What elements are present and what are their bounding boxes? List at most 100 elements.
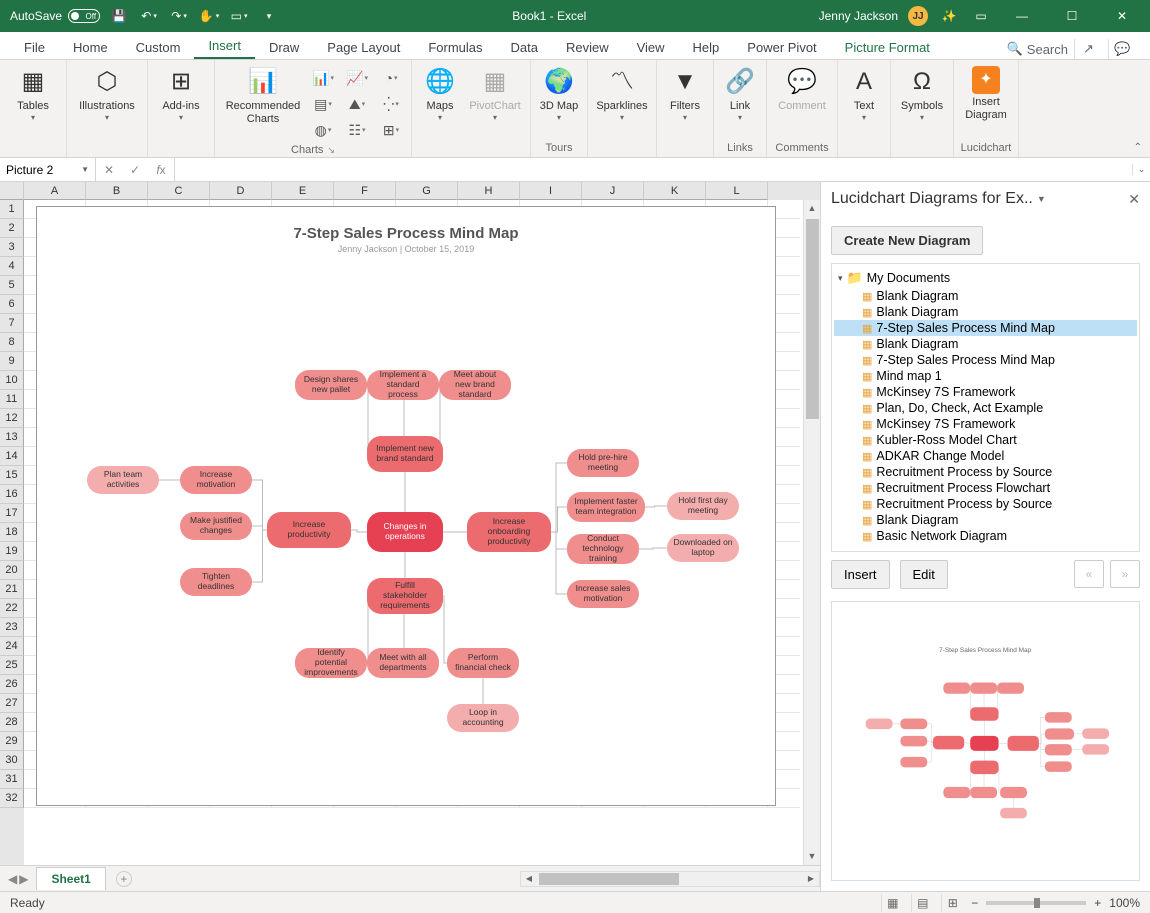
document-item[interactable]: ▦Recruitment Process Flowchart [834,480,1137,496]
cancel-formula-button[interactable]: ✕ [96,163,122,177]
ribbon-tab-review[interactable]: Review [552,35,623,59]
bar-chart-button[interactable]: ▤ [309,92,337,116]
ribbon-tab-custom[interactable]: Custom [122,35,195,59]
sheet-tab-sheet1[interactable]: Sheet1 [36,867,105,890]
document-item[interactable]: ▦Blank Diagram [834,304,1137,320]
enter-formula-button[interactable]: ✓ [122,163,148,177]
row-header[interactable]: 16 [0,485,24,504]
ribbon-tab-insert[interactable]: Insert [194,33,255,59]
illustrations-button[interactable]: ⬡ Illustrations [73,64,141,126]
row-header[interactable]: 5 [0,276,24,295]
row-header[interactable]: 29 [0,732,24,751]
expand-formula-bar-button[interactable]: ⌄ [1132,164,1150,175]
undo-button[interactable]: ↶ [138,5,160,27]
column-header[interactable]: K [644,182,706,200]
page-break-view-button[interactable]: ⊞ [941,894,963,912]
charts-dialog-launcher[interactable]: ↘ [327,145,335,156]
column-header[interactable]: E [272,182,334,200]
area-chart-button[interactable]: ⛰ [343,92,371,116]
name-box-dropdown-icon[interactable]: ▼ [81,165,89,174]
ribbon-display-icon[interactable]: ▭ [970,5,992,27]
document-item[interactable]: ▦7-Step Sales Process Mind Map [834,352,1137,368]
row-header[interactable]: 22 [0,599,24,618]
row-header[interactable]: 8 [0,333,24,352]
comments-pane-button[interactable]: 💬 [1108,39,1136,59]
scroll-right-button[interactable]: ▶ [803,874,819,883]
scroll-down-button[interactable]: ▼ [804,848,820,865]
ribbon-tab-formulas[interactable]: Formulas [414,35,496,59]
sparklines-button[interactable]: 〽 Sparklines [594,64,650,126]
vertical-scrollbar[interactable]: ▲ ▼ [803,200,820,865]
row-header[interactable]: 13 [0,428,24,447]
redo-button[interactable]: ↷ [168,5,190,27]
zoom-level[interactable]: 100% [1109,896,1140,910]
touch-mode-button[interactable]: ✋ [198,5,220,27]
maximize-button[interactable]: ☐ [1052,0,1092,32]
row-header[interactable]: 14 [0,447,24,466]
search-box[interactable]: 🔍Search [1007,41,1068,57]
qat-more-button[interactable]: ▭ [228,5,250,27]
coming-soon-icon[interactable]: ✨ [938,5,960,27]
scroll-thumb[interactable] [806,219,819,419]
tree-folder-root[interactable]: ▾ 📁 My Documents [834,268,1137,288]
row-header[interactable]: 2 [0,219,24,238]
filters-button[interactable]: ▼ Filters [663,64,707,126]
row-header[interactable]: 11 [0,390,24,409]
prev-page-button[interactable]: « [1074,560,1104,588]
row-header[interactable]: 32 [0,789,24,808]
symbols-button[interactable]: Ω Symbols [897,64,947,126]
user-name[interactable]: Jenny Jackson [819,9,898,23]
zoom-slider[interactable] [986,901,1086,905]
column-header[interactable]: A [24,182,86,200]
ribbon-tab-view[interactable]: View [623,35,679,59]
create-new-diagram-button[interactable]: Create New Diagram [831,226,983,255]
column-header[interactable]: F [334,182,396,200]
scroll-up-button[interactable]: ▲ [804,200,820,217]
hscroll-thumb[interactable] [539,873,679,885]
row-header[interactable]: 9 [0,352,24,371]
tab-nav[interactable]: ◀▶ [0,872,36,886]
avatar[interactable]: JJ [908,6,928,26]
ribbon-tab-data[interactable]: Data [497,35,552,59]
autosave-toggle-group[interactable]: AutoSave Off [10,9,100,23]
row-header[interactable]: 19 [0,542,24,561]
row-header[interactable]: 7 [0,314,24,333]
scroll-left-button[interactable]: ◀ [521,874,537,883]
document-item[interactable]: ▦Blank Diagram [834,288,1137,304]
row-header[interactable]: 23 [0,618,24,637]
column-header[interactable]: L [706,182,768,200]
row-header[interactable]: 18 [0,523,24,542]
ribbon-tab-file[interactable]: File [10,35,59,59]
share-button[interactable]: ↗ [1074,39,1102,59]
column-header[interactable]: H [458,182,520,200]
combo-chart-button[interactable]: ⊞ [377,118,405,142]
row-header[interactable]: 1 [0,200,24,219]
stock-chart-button[interactable]: ☷ [343,118,371,142]
row-header[interactable]: 10 [0,371,24,390]
column-chart-button[interactable]: 📊 [309,66,337,90]
row-header[interactable]: 12 [0,409,24,428]
ribbon-tab-draw[interactable]: Draw [255,35,313,59]
horizontal-scrollbar[interactable]: ◀ ▶ [520,871,820,887]
document-item[interactable]: ▦Plan, Do, Check, Act Example [834,400,1137,416]
line-chart-button[interactable]: 📈 [343,66,371,90]
row-header[interactable]: 25 [0,656,24,675]
row-header[interactable]: 15 [0,466,24,485]
document-item[interactable]: ▦7-Step Sales Process Mind Map [834,320,1137,336]
pie-chart-button[interactable]: ◔ [377,66,405,90]
add-sheet-button[interactable]: + [116,871,132,887]
document-item[interactable]: ▦McKinsey 7S Framework [834,416,1137,432]
close-button[interactable]: ✕ [1102,0,1142,32]
ribbon-tab-power-pivot[interactable]: Power Pivot [733,35,830,59]
column-header[interactable]: G [396,182,458,200]
maps-button[interactable]: 🌐 Maps [418,64,462,126]
ribbon-tab-picture-format[interactable]: Picture Format [831,35,944,59]
document-item[interactable]: ▦Recruitment Process by Source [834,464,1137,480]
row-header[interactable]: 20 [0,561,24,580]
ribbon-tab-page-layout[interactable]: Page Layout [313,35,414,59]
document-item[interactable]: ▦Blank Diagram [834,336,1137,352]
edit-button[interactable]: Edit [900,560,948,589]
link-button[interactable]: 🔗 Link [720,64,760,126]
insert-button[interactable]: Insert [831,560,890,589]
row-header[interactable]: 3 [0,238,24,257]
